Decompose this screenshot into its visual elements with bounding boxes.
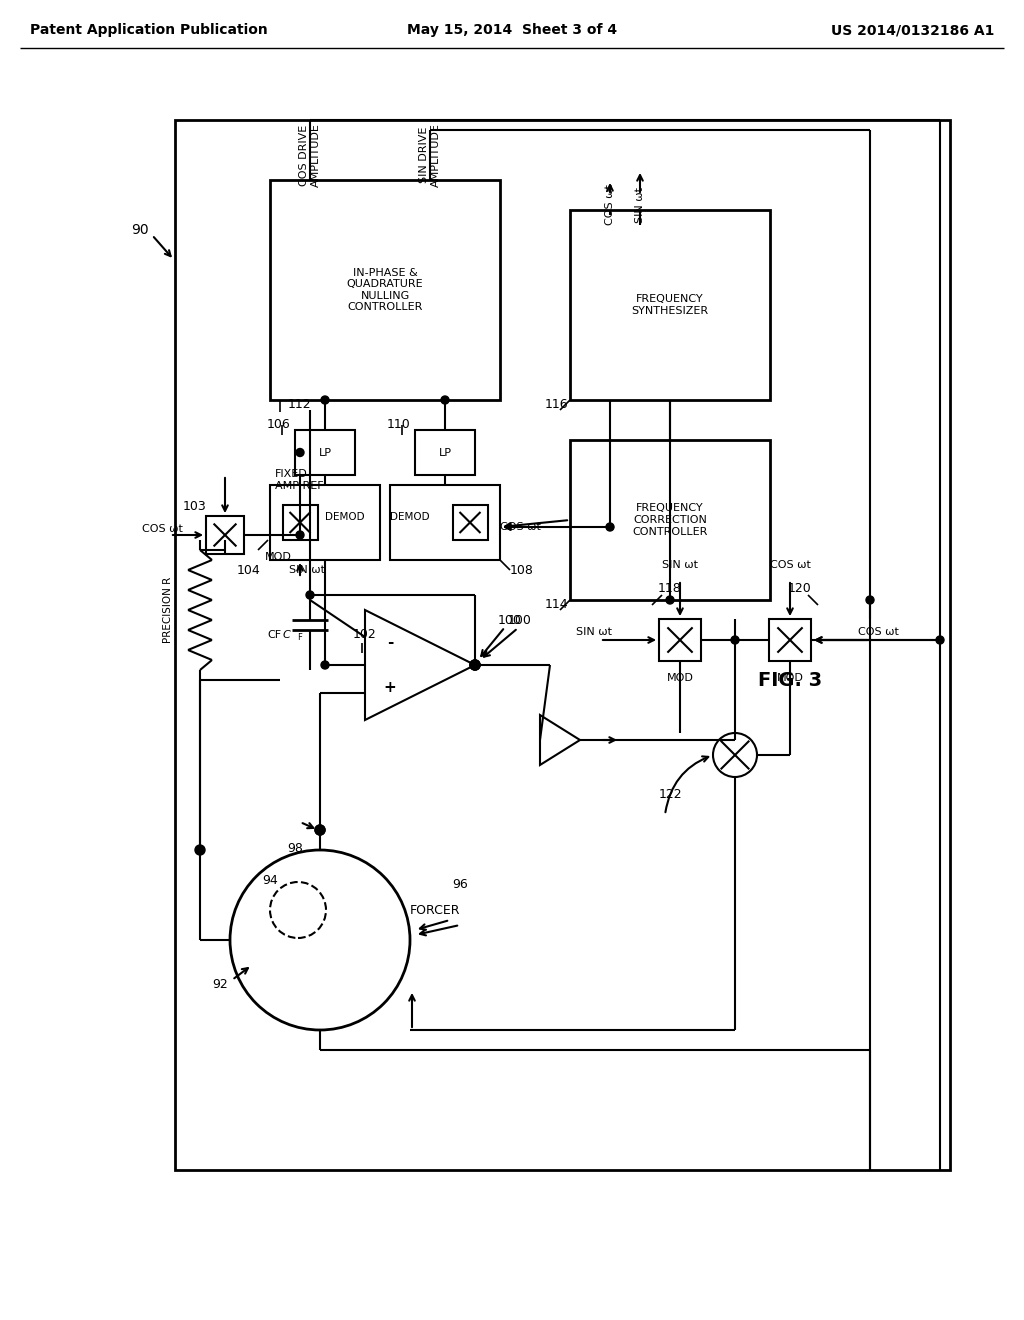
Text: 122: 122 [658, 788, 682, 801]
Circle shape [470, 660, 480, 671]
Text: US 2014/0132186 A1: US 2014/0132186 A1 [830, 22, 994, 37]
Bar [206, 516, 244, 554]
Text: 90: 90 [131, 223, 148, 238]
Text: DEMOD: DEMOD [326, 512, 365, 523]
Text: 100: 100 [498, 614, 522, 627]
Bar [295, 430, 355, 475]
Text: 118: 118 [658, 582, 682, 594]
Bar [769, 619, 811, 661]
Text: 92: 92 [212, 978, 228, 991]
Bar [175, 120, 950, 1170]
Circle shape [321, 396, 329, 404]
Text: -: - [387, 635, 393, 651]
Text: COS ωt: COS ωt [770, 560, 810, 570]
Text: COS ωt: COS ωt [142, 524, 183, 535]
Text: 114: 114 [545, 598, 568, 611]
Text: FIG. 3: FIG. 3 [758, 671, 822, 689]
Text: CF: CF [268, 630, 282, 640]
Circle shape [936, 636, 944, 644]
Bar [283, 506, 317, 540]
Text: LP: LP [318, 447, 332, 458]
Bar [390, 484, 500, 560]
Text: FIXED
AMP REF: FIXED AMP REF [275, 469, 324, 491]
Circle shape [315, 825, 325, 836]
Circle shape [470, 660, 480, 671]
Text: 116: 116 [545, 399, 568, 412]
Circle shape [470, 660, 480, 671]
Circle shape [296, 449, 304, 457]
Text: 102: 102 [353, 628, 377, 642]
Text: 100: 100 [508, 614, 531, 627]
Text: 120: 120 [788, 582, 812, 594]
Bar [270, 484, 380, 560]
Text: LP: LP [438, 447, 452, 458]
Bar [570, 210, 770, 400]
Text: MOD: MOD [776, 673, 804, 682]
Text: MOD: MOD [667, 673, 693, 682]
Text: SIN ωt: SIN ωt [289, 565, 325, 576]
Text: 110: 110 [386, 418, 410, 432]
Bar [453, 506, 487, 540]
Text: COS ωt: COS ωt [605, 185, 615, 226]
Text: MOD: MOD [265, 552, 292, 562]
Circle shape [666, 597, 674, 605]
Text: May 15, 2014  Sheet 3 of 4: May 15, 2014 Sheet 3 of 4 [407, 22, 617, 37]
Text: COS ωt: COS ωt [500, 521, 541, 532]
Text: SIN ωt: SIN ωt [662, 560, 698, 570]
Circle shape [321, 661, 329, 669]
Text: COS ωt: COS ωt [858, 627, 899, 638]
Circle shape [195, 845, 205, 855]
Text: 104: 104 [237, 564, 260, 577]
Bar [570, 440, 770, 601]
Bar [415, 430, 475, 475]
Circle shape [296, 531, 304, 539]
Text: 106: 106 [266, 418, 290, 432]
Text: 112: 112 [288, 399, 311, 412]
Text: SIN ωt: SIN ωt [635, 187, 645, 223]
Text: FREQUENCY
CORRECTION
CONTROLLER: FREQUENCY CORRECTION CONTROLLER [632, 503, 708, 537]
Circle shape [315, 825, 325, 836]
Text: Patent Application Publication: Patent Application Publication [30, 22, 267, 37]
Text: PRECISION R: PRECISION R [163, 577, 173, 643]
Circle shape [731, 636, 739, 644]
Text: C: C [283, 630, 290, 640]
Text: IN-PHASE &
QUADRATURE
NULLING
CONTROLLER: IN-PHASE & QUADRATURE NULLING CONTROLLER [347, 268, 423, 313]
Text: COS DRIVE
AMPLITUDE: COS DRIVE AMPLITUDE [299, 123, 321, 187]
Text: FORCER: FORCER [410, 903, 460, 916]
Text: F: F [298, 634, 302, 643]
Text: +: + [384, 680, 396, 694]
Text: 96: 96 [453, 879, 468, 891]
Text: 108: 108 [510, 564, 534, 577]
Text: DEMOD: DEMOD [390, 512, 430, 523]
Bar [270, 180, 500, 400]
Text: 98: 98 [287, 842, 303, 854]
Text: SIN ωt: SIN ωt [575, 627, 612, 638]
Circle shape [606, 523, 614, 531]
Circle shape [441, 396, 449, 404]
Bar [659, 619, 701, 661]
Text: SIN DRIVE
AMPLITUDE: SIN DRIVE AMPLITUDE [419, 123, 440, 187]
Text: 103: 103 [183, 500, 207, 513]
Text: FREQUENCY
SYNTHESIZER: FREQUENCY SYNTHESIZER [632, 294, 709, 315]
Circle shape [866, 597, 874, 605]
Circle shape [306, 591, 314, 599]
Text: 94: 94 [262, 874, 278, 887]
